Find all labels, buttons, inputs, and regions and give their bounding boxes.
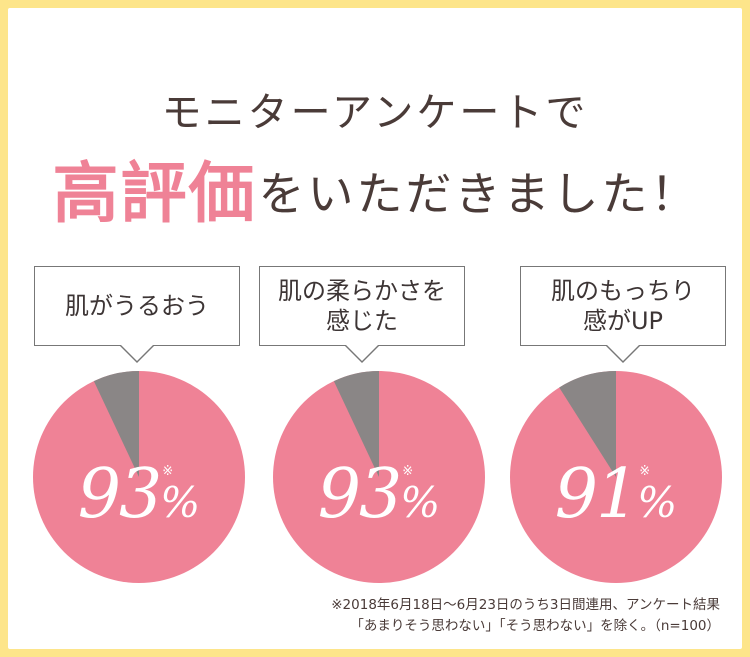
bubble-3-line1: 肌のもっちり: [551, 277, 695, 305]
pie-chart-1: [33, 371, 245, 583]
percentage-2-unit: % ※: [400, 464, 441, 527]
speech-bubble-1: 肌がうるおう: [34, 266, 240, 363]
pie-chart-2: [273, 371, 485, 583]
headline: 高評価をいただきました！: [0, 140, 750, 236]
pie-slice-other: [93, 371, 139, 477]
bubble-2-line1: 肌の柔らかさを: [278, 277, 446, 305]
footnote-line1: ※2018年6月18日〜6月23日のうち3日間連用、アンケート結果: [331, 597, 720, 613]
subtitle: モニターアンケートで: [161, 90, 589, 136]
pie-chart-3: [510, 371, 722, 583]
percentage-2-value: 93: [317, 455, 403, 534]
pie-slice-other: [559, 371, 616, 477]
pie-svg: [273, 371, 485, 583]
pie-slice-other: [333, 371, 379, 477]
percentage-1-value: 93: [77, 455, 163, 534]
footnote-line2: 「あまりそう思わない」「そう思わない」を除く。（n=100）: [350, 617, 720, 634]
footnote: ※2018年6月18日〜6月23日のうち3日間連用、アンケート結果 「あまりそう…: [331, 595, 720, 637]
bubble-3-line2: 感がUP: [582, 307, 664, 335]
bubble-2-line2: 感じた: [326, 307, 398, 335]
percentage-1-unit: % ※: [160, 464, 201, 527]
speech-bubble-2: 肌の柔らかさを 感じた: [259, 266, 465, 363]
headline-rest: をいただきました！: [258, 167, 700, 221]
speech-bubble-3: 肌のもっちり 感がUP: [520, 266, 726, 363]
percentage-3-unit: % ※: [637, 464, 678, 527]
pie-svg: [510, 371, 722, 583]
percentage-1: 93% ※: [33, 455, 245, 534]
pie-svg: [33, 371, 245, 583]
asterisk-mark-3: ※: [639, 464, 651, 479]
bubble-1-line1: 肌がうるおう: [65, 292, 209, 320]
percentage-3: 91% ※: [510, 455, 722, 534]
percentage-3-value: 91: [554, 455, 640, 534]
percentage-2: 93% ※: [273, 455, 485, 534]
headline-highlight: 高評価: [44, 140, 267, 236]
asterisk-mark-1: ※: [162, 464, 174, 479]
asterisk-mark-2: ※: [402, 464, 414, 479]
